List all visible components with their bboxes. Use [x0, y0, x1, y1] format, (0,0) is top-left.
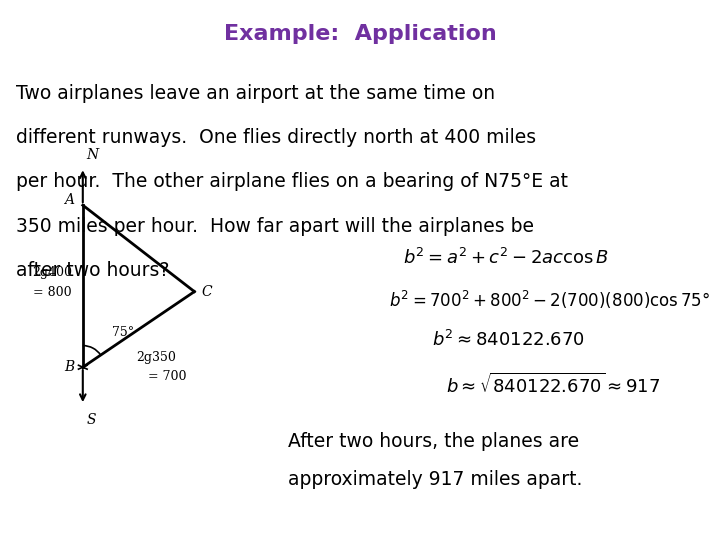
Text: After two hours, the planes are: After two hours, the planes are — [288, 432, 579, 451]
Text: Two airplanes leave an airport at the same time on: Two airplanes leave an airport at the sa… — [16, 84, 495, 103]
Text: $b^2 = 700^2 + 800^2 - 2(700)(800)\cos 75°$: $b^2 = 700^2 + 800^2 - 2(700)(800)\cos 7… — [389, 289, 710, 311]
Text: = 800: = 800 — [33, 286, 72, 299]
Text: B: B — [64, 360, 74, 374]
Text: 75°: 75° — [112, 326, 134, 339]
Text: A: A — [64, 193, 74, 207]
Text: approximately 917 miles apart.: approximately 917 miles apart. — [288, 470, 582, 489]
Text: $b^2 = a^2 + c^2 - 2ac\cos B$: $b^2 = a^2 + c^2 - 2ac\cos B$ — [403, 248, 609, 268]
Text: Example:  Application: Example: Application — [224, 24, 496, 44]
Text: = 700: = 700 — [148, 370, 186, 383]
Text: $b \approx \sqrt{840122.670} \approx 917$: $b \approx \sqrt{840122.670} \approx 917… — [446, 373, 661, 397]
Text: S: S — [86, 413, 96, 427]
Text: 350 miles per hour.  How far apart will the airplanes be: 350 miles per hour. How far apart will t… — [16, 217, 534, 235]
Text: C: C — [202, 285, 212, 299]
Text: different runways.  One flies directly north at 400 miles: different runways. One flies directly no… — [16, 128, 536, 147]
Text: 2g400: 2g400 — [32, 266, 72, 279]
Text: $b^2 \approx 840122.670$: $b^2 \approx 840122.670$ — [432, 329, 585, 349]
Text: per hour.  The other airplane flies on a bearing of N75°E at: per hour. The other airplane flies on a … — [16, 172, 568, 191]
Text: 2g350: 2g350 — [137, 351, 176, 364]
Text: after two hours?: after two hours? — [16, 261, 169, 280]
Text: N: N — [86, 148, 99, 162]
